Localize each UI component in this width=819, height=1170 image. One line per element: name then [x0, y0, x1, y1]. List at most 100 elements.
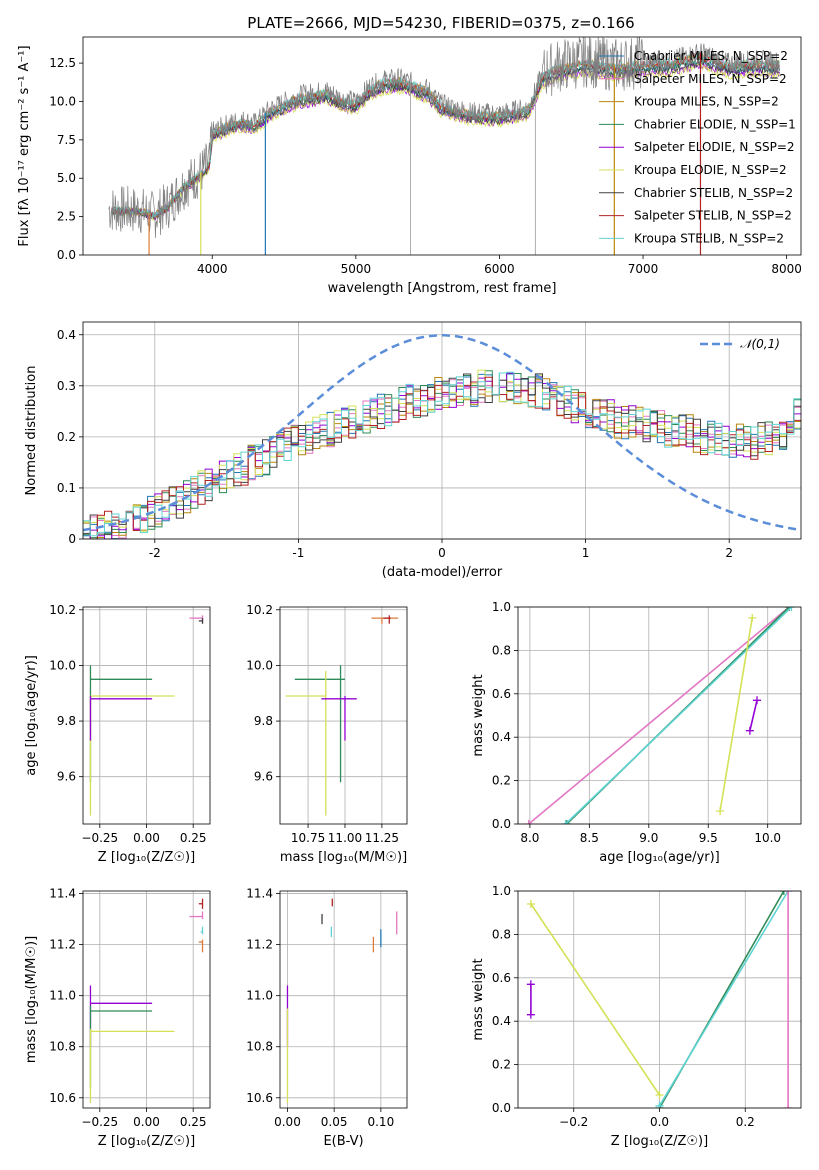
weight-point [716, 806, 725, 815]
weight-point [745, 726, 754, 735]
errorbar [89, 1028, 175, 1103]
y-tick-label: 0.6 [492, 687, 511, 701]
weight-lines [524, 607, 796, 824]
errorbar-points [89, 615, 204, 816]
histogram-step [83, 373, 801, 539]
chart-massweight_vs_Z: −0.2 0.0 0.2 0.0 0.2 0.4 0.6 0.8 1.0 Z [log₁₀(Z/Z… [471, 884, 802, 1149]
weight-point [562, 820, 571, 824]
y-tick-label: 0.0 [492, 1101, 511, 1115]
x-tick-label: 4000 [197, 262, 228, 276]
x-tick-label: 0.25 [180, 831, 207, 845]
weight-point [784, 1104, 793, 1108]
errorbar [198, 939, 204, 953]
weight-point [753, 696, 762, 705]
errorbar [198, 618, 204, 624]
axes-frame [517, 606, 802, 825]
y-tick-label: 1.0 [492, 600, 511, 614]
y-tick-label: 10.2 [49, 603, 76, 617]
histogram-step [83, 371, 801, 539]
x-tick-label: 0.00 [133, 831, 160, 845]
chart-residuals: -2 -1 0 1 2 0 0.1 0.2 0.3 0.4 (data-model)/error No… [24, 321, 802, 580]
chart-mass_vs_ebv: 0.00 0.05 0.10 10.6 10.8 11.0 11.2 11.4 E(B-V) [246, 887, 408, 1149]
spectrum-lines [108, 37, 780, 255]
legend-entry: Salpeter MILES, N_SSP=2 [634, 72, 787, 86]
axes-frame [82, 606, 211, 825]
x-axis-label: (data-model)/error [382, 565, 503, 580]
y-tick-label: 9.8 [254, 714, 273, 728]
y-tick-label: 11.4 [246, 887, 273, 901]
weight-point [784, 891, 793, 895]
y-tick-label: 10.8 [49, 1040, 76, 1054]
weight-line [565, 607, 793, 824]
x-tick-label: 0 [438, 546, 446, 560]
y-tick-label: 5.0 [57, 171, 76, 185]
figure-title: PLATE=2666, MJD=54230, FIBERID=0375, z=0… [247, 14, 634, 32]
legend-entry: Chabrier MILES, N_SSP=2 [634, 49, 788, 63]
errorbar [89, 695, 175, 816]
y-tick-label: 10.8 [246, 1040, 273, 1054]
x-tick-label: 7000 [628, 262, 659, 276]
y-tick-label: 10.0 [49, 658, 76, 672]
spectrum-data-line [108, 37, 780, 239]
weight-point [655, 1101, 664, 1108]
chart-age_vs_Z: −0.25 0.00 0.25 9.6 9.8 10.0 10.2 Z [log₁₀(Z/Z☉… [24, 603, 211, 865]
y-axis-label: mass weight [471, 958, 486, 1040]
x-axis-label: wavelength [Angstrom, rest frame] [328, 281, 557, 296]
weight-point [526, 1010, 535, 1019]
x-tick-label: 1 [582, 546, 590, 560]
y-tick-label: 0.2 [57, 430, 76, 444]
y-tick-label: 11.2 [246, 938, 273, 952]
x-axis-label: age [log₁₀(age/yr)] [599, 850, 720, 865]
legend-entry: Kroupa MILES, N_SSP=2 [634, 95, 779, 109]
histogram-step [83, 377, 801, 539]
y-tick-label: 10.0 [246, 658, 273, 672]
y-tick-label: 11.0 [246, 989, 273, 1003]
x-tick-label: 11.00 [328, 831, 362, 845]
y-tick-label: 0.2 [492, 1058, 511, 1072]
weight-point [526, 900, 535, 909]
x-tick-label: 9.5 [699, 831, 718, 845]
x-tick-label: 8.5 [580, 831, 599, 845]
y-tick-label: 0.0 [57, 248, 76, 262]
x-tick-label: 11.25 [365, 831, 399, 845]
chart-massweight_vs_age: 8.0 8.5 9.0 9.5 10.0 0.0 0.2 0.4 0.6 0.8 1.0 age [l… [471, 600, 802, 865]
y-axis-label: age [log₁₀(age/yr)] [24, 655, 39, 776]
weight-line [528, 607, 790, 824]
gaussian-curve [83, 334, 801, 532]
x-tick-label: 8.0 [520, 831, 539, 845]
x-tick-label: 2 [725, 546, 733, 560]
y-tick-label: 0.4 [57, 328, 76, 342]
x-tick-label: 0.05 [321, 1115, 348, 1129]
x-tick-label: 8000 [771, 262, 802, 276]
x-tick-label: 0.00 [274, 1115, 301, 1129]
weight-point [526, 980, 535, 989]
y-tick-label: 10.6 [246, 1091, 273, 1105]
errorbar-points [285, 615, 399, 816]
y-tick-label: 9.6 [254, 770, 273, 784]
errorbar [189, 911, 204, 920]
y-tick-label: 11.4 [49, 887, 76, 901]
y-tick-label: 0.0 [492, 817, 511, 831]
y-axis-label: Flux [fλ 10⁻¹⁷ erg cm⁻² s⁻¹ A⁻¹] [17, 45, 32, 246]
x-tick-label: 5000 [341, 262, 372, 276]
weight-point [779, 891, 788, 895]
y-tick-label: 10.6 [49, 1091, 76, 1105]
y-tick-label: 0.8 [492, 643, 511, 657]
errorbar [198, 898, 204, 909]
x-axis-label: mass [log₁₀(M/M☉)] [280, 850, 407, 865]
errorbar-points [286, 898, 398, 1103]
y-axis-label: mass [log₁₀(M/M☉)] [24, 936, 39, 1063]
legend: Chabrier MILES, N_SSP=2 Salpeter MILES, N… [599, 49, 796, 245]
legend-entry: Salpeter STELIB, N_SSP=2 [634, 209, 792, 223]
x-tick-label: -2 [149, 546, 161, 560]
weight-line [719, 617, 753, 812]
y-tick-label: 9.8 [57, 714, 76, 728]
weight-point [787, 607, 796, 611]
chart-mass_vs_Z: −0.25 0.00 0.25 10.6 10.8 11.0 11.2 11.4 Z [log₁… [24, 887, 211, 1149]
weight-line [658, 891, 789, 1107]
weight-lines [526, 891, 793, 1108]
errorbar [189, 615, 204, 624]
legend-entry: Kroupa STELIB, N_SSP=2 [634, 231, 784, 245]
y-tick-label: 0 [68, 532, 76, 546]
x-tick-label: 10.0 [754, 831, 781, 845]
